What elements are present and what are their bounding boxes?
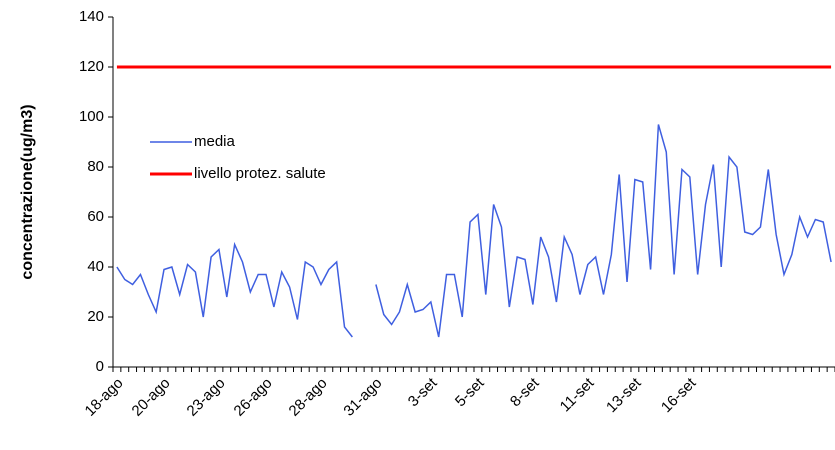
- x-tick-label: 28-ago: [286, 375, 331, 420]
- x-tick-label: 3-set: [405, 374, 441, 410]
- x-tick-label: 23-ago: [184, 375, 229, 420]
- y-tick-label: 20: [87, 308, 104, 325]
- y-tick-label: 100: [79, 108, 104, 125]
- y-tick-label: 140: [79, 8, 104, 25]
- series-line: [375, 124, 832, 338]
- y-tick-label: 80: [87, 158, 104, 175]
- x-tick-label: 20-ago: [129, 375, 174, 420]
- y-tick-label: 60: [87, 208, 104, 225]
- x-tick-label: 31-ago: [340, 375, 385, 420]
- y-tick-label: 120: [79, 58, 104, 75]
- y-axis-label: concentrazione(ug/m3): [19, 104, 36, 279]
- x-tick-label: 8-set: [507, 374, 543, 410]
- x-tick-label: 11-set: [557, 374, 598, 415]
- x-tick-label: 5-set: [452, 374, 488, 410]
- x-tick-label: 26-ago: [231, 375, 276, 420]
- x-tick-label: 16-set: [658, 374, 700, 416]
- legend-label: livello protez. salute: [194, 165, 326, 182]
- legend-label: media: [194, 133, 236, 150]
- x-tick-label: 13-set: [603, 374, 645, 416]
- series-line: [116, 241, 353, 338]
- y-tick-label: 40: [87, 258, 104, 275]
- y-tick-label: 0: [96, 358, 104, 375]
- x-tick-label: 18-ago: [82, 375, 127, 420]
